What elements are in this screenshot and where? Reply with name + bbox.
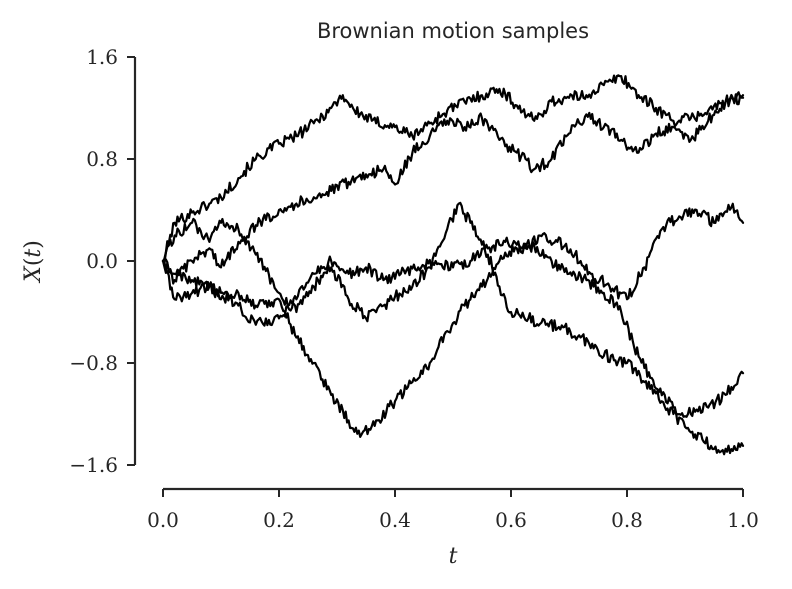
series-line-3 bbox=[161, 201, 745, 456]
x-tick-label: 0.8 bbox=[611, 508, 643, 532]
x-tick-label: 0.0 bbox=[147, 508, 179, 532]
x-tick-label: 0.2 bbox=[263, 508, 295, 532]
series-line-1 bbox=[161, 74, 745, 263]
y-tick-label: −0.8 bbox=[69, 351, 118, 375]
y-tick-label: −1.6 bbox=[69, 453, 118, 477]
x-axis-label: t bbox=[449, 544, 458, 569]
y-tick-label: 0.8 bbox=[86, 147, 118, 171]
series-layer bbox=[161, 74, 745, 456]
series-line-4 bbox=[161, 240, 745, 438]
x-ticks: 0.0 0.2 0.4 0.6 0.8 1.0 bbox=[147, 489, 759, 532]
chart-title: Brownian motion samples bbox=[317, 19, 589, 43]
x-tick-label: 1.0 bbox=[727, 508, 759, 532]
series-line-5 bbox=[161, 202, 745, 327]
x-tick-label: 0.6 bbox=[495, 508, 527, 532]
x-tick-label: 0.4 bbox=[379, 508, 411, 532]
y-tick-label: 1.6 bbox=[86, 45, 118, 69]
y-ticks: −1.6 −0.8 0.0 0.8 1.6 bbox=[69, 45, 135, 477]
y-tick-label: 0.0 bbox=[86, 249, 118, 273]
series-line-2 bbox=[161, 91, 745, 285]
y-axis-label: X(t) bbox=[21, 240, 46, 284]
